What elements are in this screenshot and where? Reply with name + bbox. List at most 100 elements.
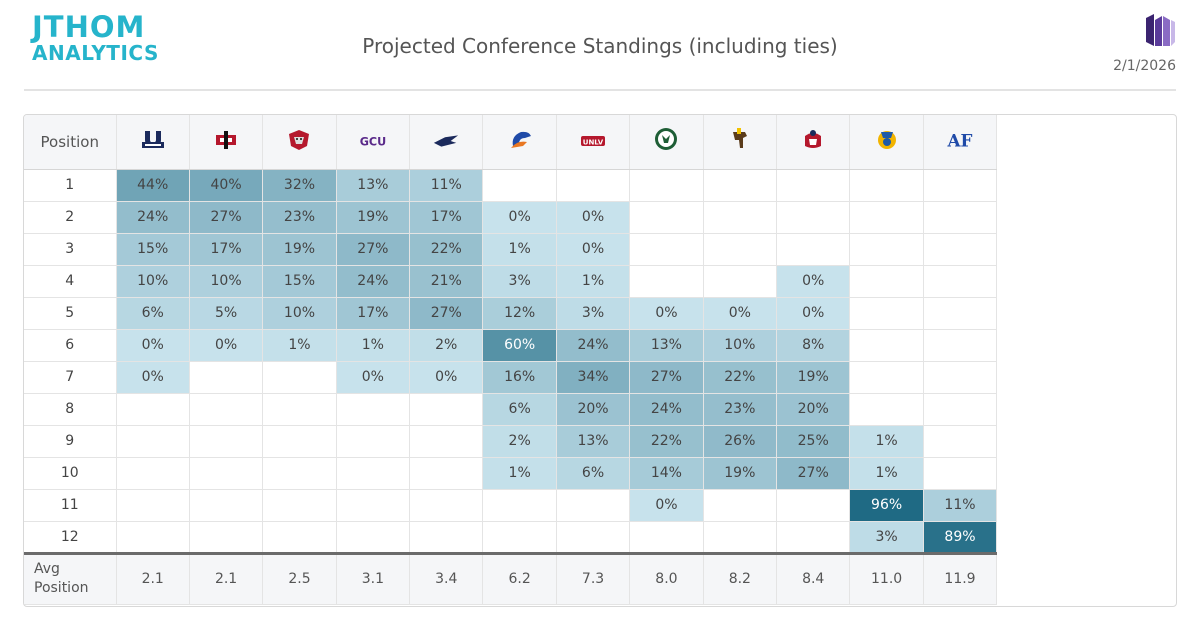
probability-cell: 0% [116,361,190,394]
team-header-unlv: UNLV [556,115,631,170]
team-header-boise-state [482,115,557,170]
utah-state-icon [139,128,167,152]
probability-cell [703,233,778,266]
probability-cell [776,233,851,266]
nevada-icon [432,129,460,153]
probability-cell [923,393,998,426]
avg-position-cell: 8.4 [776,551,851,605]
probability-cell [262,521,337,554]
probability-cell: 0% [556,233,631,266]
probability-cell [409,425,484,458]
position-cell: 12 [24,521,117,554]
probability-cell [336,457,411,490]
team-header-fresno-state [776,115,851,170]
probability-cell [849,169,924,202]
unlv-icon: UNLV [579,129,607,153]
page-title: Projected Conference Standings (includin… [362,34,838,58]
probability-cell: 0% [629,297,704,330]
probability-cell: 12% [482,297,557,330]
probability-cell: 14% [629,457,704,490]
probability-cell [336,521,411,554]
probability-cell: 44% [116,169,190,202]
avg-position-cell: 2.1 [116,551,190,605]
probability-cell: 23% [262,201,337,234]
probability-cell: 3% [556,297,631,330]
avg-position-cell: 3.4 [409,551,484,605]
probability-cell [189,361,264,394]
probability-cell: 1% [262,329,337,362]
probability-cell: 22% [703,361,778,394]
probability-cell [923,329,998,362]
avg-position-cell: 2.1 [189,551,264,605]
probability-cell [189,425,264,458]
table-row: 10 1% 6% 14% 19% 27% 1% [24,457,998,490]
logo-line1: JTHOM [32,10,146,44]
team-header-nevada [409,115,484,170]
avg-position-cell: 7.3 [556,551,631,605]
probability-cell: 1% [849,425,924,458]
svg-text:AF: AF [947,131,973,151]
probability-cell [776,169,851,202]
table-row: 8 6% 20% 24% 23% 20% [24,393,998,426]
probability-cell: 10% [262,297,337,330]
position-cell: 10 [24,457,117,490]
probability-cell [262,425,337,458]
position-cell: 4 [24,265,117,298]
probability-cell: 0% [629,489,704,522]
probability-cell: 24% [336,265,411,298]
probability-cell [776,489,851,522]
probability-cell: 17% [409,201,484,234]
colorado-state-icon [652,127,680,151]
air-force-icon: AF [946,128,974,152]
probability-cell: 3% [849,521,924,554]
probability-cell: 0% [776,265,851,298]
probability-cell [556,521,631,554]
table-row: 4 10% 10% 15% 24% 21% 3% 1% 0% [24,265,998,298]
table-row: 12 3% 89% [24,521,998,554]
probability-cell: 60% [482,329,557,362]
probability-cell [409,521,484,554]
avg-position-cell: 11.9 [923,551,998,605]
probability-cell: 8% [776,329,851,362]
probability-cell: 19% [262,233,337,266]
probability-cell: 21% [409,265,484,298]
team-header-gcu: GCU [336,115,411,170]
probability-cell: 16% [482,361,557,394]
probability-cell [482,521,557,554]
probability-cell [409,393,484,426]
san-diego-state-icon [212,128,240,152]
team-header-san-jose-state [849,115,924,170]
jthom-analytics-logo: JTHOM ANALYTICS [32,12,167,64]
wyoming-icon [726,127,754,151]
team-header-air-force: AF [923,115,998,170]
table-row: 5 6% 5% 10% 17% 27% 12% 3% 0% 0% 0% [24,297,998,330]
svg-text:GCU: GCU [360,135,386,148]
probability-cell [703,265,778,298]
probability-cell [556,489,631,522]
probability-cell: 24% [629,393,704,426]
mountain-west-logo-icon [1144,12,1176,48]
probability-cell [189,457,264,490]
probability-cell: 17% [336,297,411,330]
position-cell: 7 [24,361,117,394]
probability-cell [262,489,337,522]
position-cell: 5 [24,297,117,330]
table-row: 2 24% 27% 23% 19% 17% 0% 0% [24,201,998,234]
probability-cell [336,489,411,522]
probability-cell [703,489,778,522]
header-divider [24,89,1176,91]
probability-cell: 13% [336,169,411,202]
team-header-san-diego-state [189,115,264,170]
probability-cell [923,265,998,298]
header-row: Position GCU UNLV AF [24,115,998,170]
probability-cell [116,393,190,426]
probability-cell [629,233,704,266]
probability-cell [703,201,778,234]
probability-cell: 25% [776,425,851,458]
probability-cell [923,169,998,202]
probability-cell: 1% [849,457,924,490]
probability-cell [409,489,484,522]
probability-cell: 27% [189,201,264,234]
avg-position-cell: 6.2 [482,551,557,605]
probability-cell [923,201,998,234]
